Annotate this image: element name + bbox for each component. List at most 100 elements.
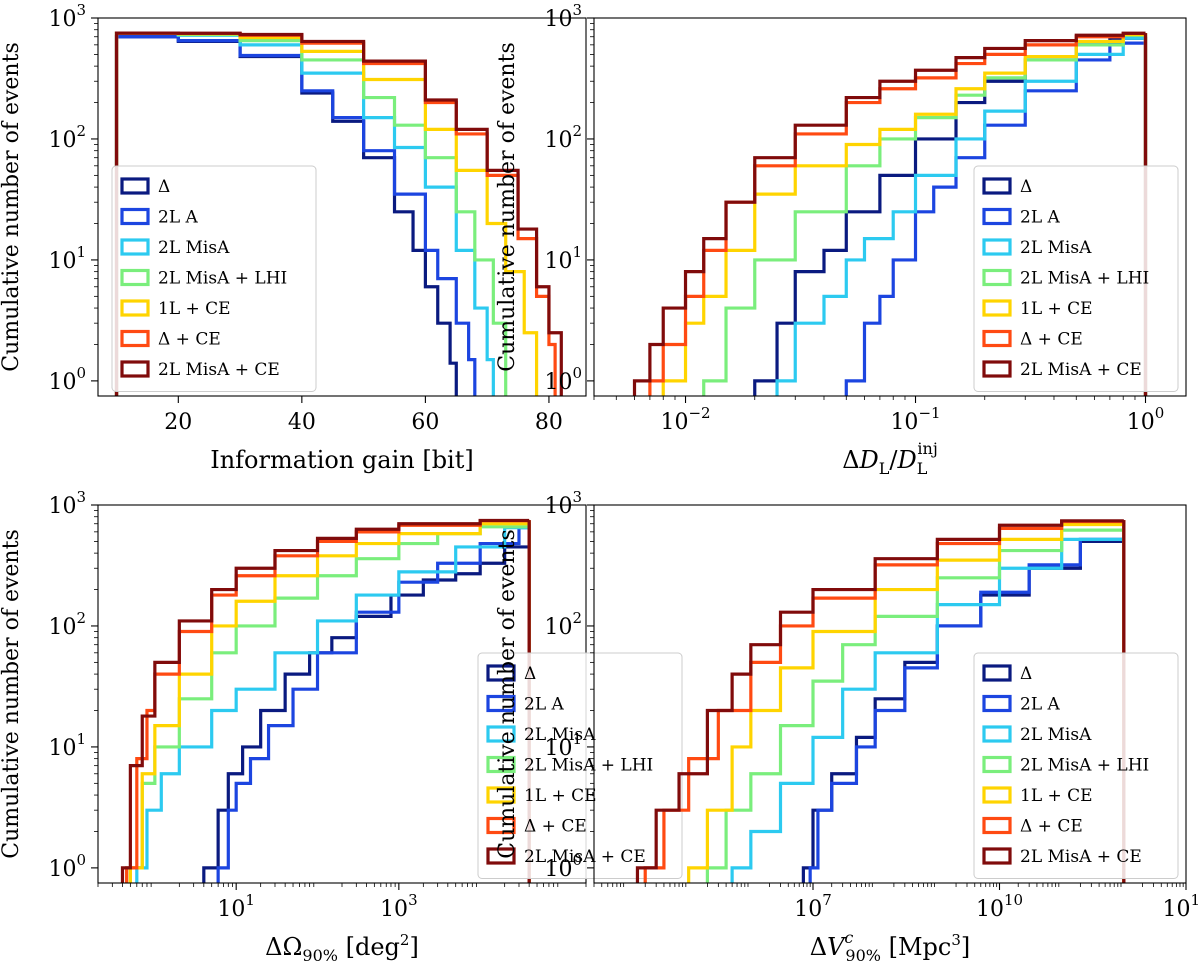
y-axis-label: Cumulative number of events: [495, 529, 520, 858]
y-tick-label: 103: [544, 1, 582, 32]
legend-swatch: [982, 664, 1012, 682]
legend-label: 2L MisA + CE: [1020, 360, 1142, 380]
legend-label: Δ: [1020, 177, 1032, 197]
panel-volume90: 107 1010 1013 100 101 102 103 Cumulative number…: [495, 488, 1200, 965]
legend-label: 1L + CE: [524, 786, 597, 806]
y-tick-label: 100: [544, 364, 582, 395]
legend-label: Δ + CE: [158, 330, 221, 350]
y-tick-label: 103: [544, 488, 582, 519]
y-tick-label: 102: [544, 609, 582, 640]
panel-info_gain: 20 40 60 80 100 101 102 103 Cumulative number of…: [0, 1, 587, 474]
series-2l-misa-+-ce: [635, 519, 1126, 883]
axes-frame: [593, 17, 1187, 397]
x-tick-label: 103: [380, 891, 418, 922]
legend-label: 2L A: [1020, 695, 1061, 715]
series-group: [114, 31, 563, 396]
legend-label: Δ: [524, 664, 536, 684]
y-tick-label: 102: [48, 609, 86, 640]
legend-swatch: [486, 725, 516, 743]
legend-label: Δ + CE: [1020, 330, 1083, 350]
legend: Δ 2L A 2L MisA 2L MisA + LHI 1L + CE Δ + CE 2L…: [973, 652, 1179, 879]
series-2l-misa-+-lhi: [128, 521, 531, 883]
y-tick-label: 103: [48, 1, 86, 32]
legend-swatch: [486, 786, 516, 804]
legend-swatch: [982, 329, 1012, 348]
series-group: [635, 519, 1126, 883]
legend-swatch: [486, 694, 516, 713]
legend-swatch: [120, 299, 150, 317]
legend-label: 2L MisA: [524, 725, 596, 745]
legend-swatch: [982, 299, 1012, 317]
x-tick-label: 100: [1127, 404, 1165, 435]
legend-swatch: [982, 755, 1012, 774]
series-2l-misa: [775, 34, 1148, 396]
legend: Δ 2L A 2L MisA 2L MisA + LHI 1L + CE Δ + CE 2L…: [477, 652, 683, 879]
series-2l-misa-+-lhi: [705, 520, 1126, 883]
x-axis-label: ΔDL/DLinj: [842, 439, 938, 478]
series-group: [632, 31, 1148, 396]
legend-swatch: [982, 268, 1012, 287]
legend-swatch: [982, 360, 1012, 378]
y-axis-label: Cumulative number of events: [0, 42, 24, 371]
legend-label: 2L MisA: [158, 238, 230, 258]
legend-label: 2L MisA + CE: [1020, 847, 1142, 867]
legend-label: 2L A: [524, 695, 565, 715]
x-axis-label: Information gain [bit]: [210, 446, 474, 474]
legend-label: 1L + CE: [1020, 299, 1093, 319]
legend-label: 2L MisA + LHI: [158, 269, 287, 289]
legend-swatch: [486, 664, 516, 682]
series-2l-misa-+-ce: [632, 31, 1148, 396]
x-tick-label: 60: [411, 410, 439, 435]
legend-label: 2L MisA: [1020, 725, 1092, 745]
x-tick-label: 40: [288, 410, 316, 435]
y-tick-label: 101: [48, 730, 86, 761]
legend: Δ 2L A 2L MisA 2L MisA + LHI 1L + CE Δ + CE 2L…: [111, 165, 317, 392]
series-δ-+-ce: [643, 519, 1126, 883]
panel-dl_frac: 10−2 10−1 100 100 101 102 103 Cumulative number…: [495, 1, 1187, 478]
legend-label: 2L MisA + CE: [524, 847, 646, 867]
legend-label: 2L A: [1020, 208, 1061, 228]
x-tick-label: 20: [164, 410, 192, 435]
legend-label: 2L MisA + LHI: [524, 756, 653, 776]
series-group: [120, 518, 531, 883]
y-tick-label: 103: [48, 488, 86, 519]
legend-label: 2L MisA + CE: [158, 360, 280, 380]
x-tick-label: 10−1: [890, 404, 940, 435]
series-2l-misa: [135, 523, 531, 883]
x-tick-label: 80: [535, 410, 563, 435]
x-tick-label: 10−2: [660, 404, 710, 435]
legend-swatch: [486, 816, 516, 835]
x-axis-label: ΔVc 90% [Mpc3]: [810, 928, 971, 965]
legend-label: 2L A: [158, 208, 199, 228]
y-tick-label: 101: [48, 243, 86, 274]
legend-swatch: [120, 177, 150, 195]
y-tick-label: 100: [544, 851, 582, 882]
legend-label: 2L MisA + LHI: [1020, 269, 1149, 289]
legend-swatch: [486, 755, 516, 774]
legend-label: Δ: [1020, 664, 1032, 684]
legend-swatch: [120, 238, 150, 256]
legend-swatch: [982, 207, 1012, 226]
x-tick-label: 1013: [1162, 891, 1200, 922]
legend-swatch: [120, 329, 150, 348]
series-1l-+-ce: [128, 520, 531, 883]
series-2l-a: [844, 36, 1148, 396]
legend-swatch: [982, 725, 1012, 743]
y-tick-label: 101: [544, 730, 582, 761]
legend-label: 2L MisA + LHI: [1020, 756, 1149, 776]
y-tick-label: 100: [48, 851, 86, 882]
series-2l-a: [808, 523, 1126, 883]
x-tick-label: 107: [794, 891, 832, 922]
axes-frame: [593, 504, 1187, 884]
series-2l-misa-+-ce: [114, 31, 563, 396]
y-tick-label: 102: [48, 122, 86, 153]
y-tick-label: 102: [544, 122, 582, 153]
y-axis-label: Cumulative number of events: [0, 529, 24, 858]
legend-swatch: [982, 238, 1012, 256]
x-tick-label: 1010: [976, 891, 1023, 922]
legend-swatch: [982, 694, 1012, 713]
legend-label: Δ + CE: [524, 817, 587, 837]
legend-label: 1L + CE: [158, 299, 231, 319]
series-1l-+-ce: [687, 520, 1126, 883]
